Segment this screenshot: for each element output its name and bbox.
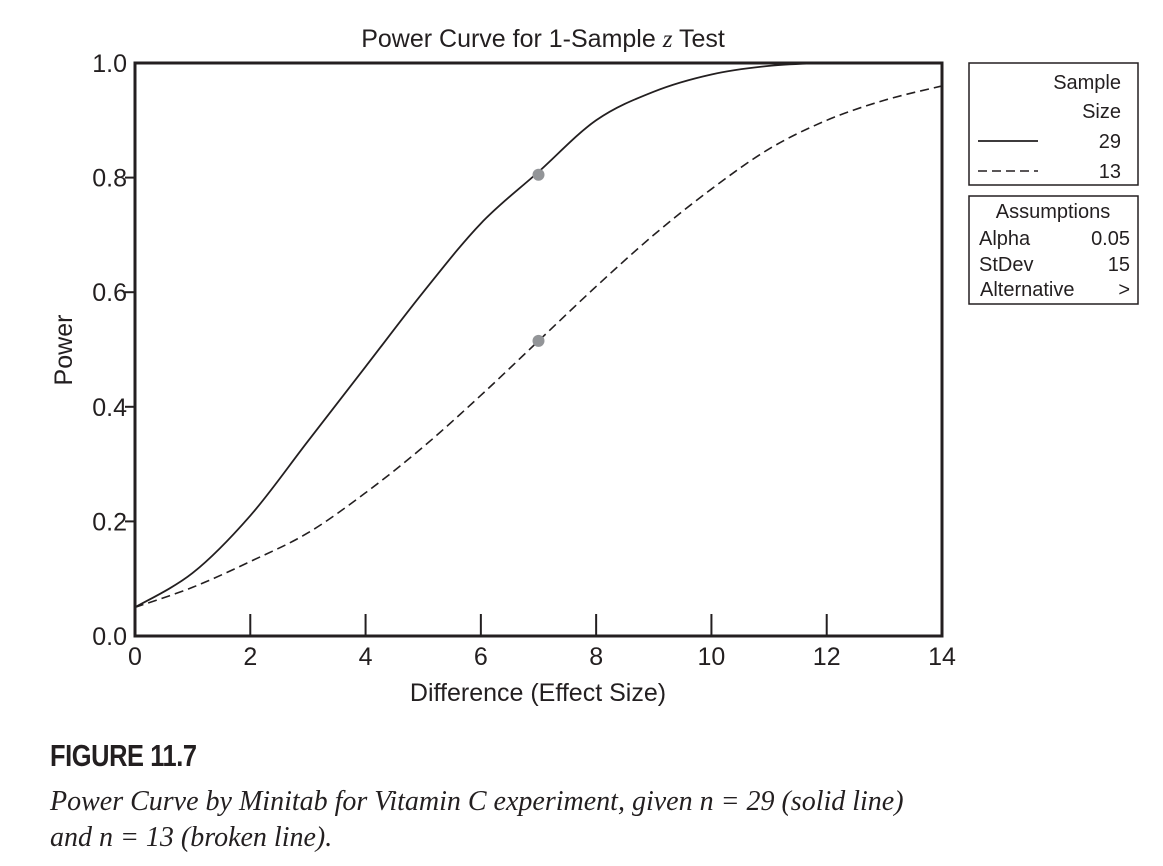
assumption-alpha-value: 0.05 (1091, 228, 1130, 250)
x-tick-label: 2 (243, 643, 257, 671)
legend-label-29: 29 (1099, 131, 1121, 153)
assumptions-box: Assumptions Alpha 0.05 StDev 15 Alternat… (968, 195, 1139, 305)
assumption-stdev-name: StDev (979, 254, 1033, 276)
figure-caption-line-1: Power Curve by Minitab for Vitamin C exp… (50, 786, 904, 817)
x-axis-ticks: 0 2 4 6 8 10 12 14 (128, 614, 956, 671)
chart-title-suffix: Test (672, 25, 724, 53)
figure-caption: Power Curve by Minitab for Vitamin C exp… (50, 784, 1130, 856)
power-marker-point (532, 334, 545, 347)
figure-label: FIGURE 11.7 (50, 738, 197, 773)
legend-box: Sample Size 29 13 (968, 62, 1139, 186)
chart-title-variable: z (662, 26, 673, 53)
y-tick-label: 0.2 (92, 508, 127, 536)
x-tick-label: 12 (813, 643, 841, 671)
x-tick-label: 6 (474, 643, 488, 671)
chart-title-prefix: Power Curve for 1-Sample (361, 25, 663, 53)
assumption-stdev-value: 15 (1108, 254, 1130, 276)
x-tick-label: 4 (359, 643, 373, 671)
assumptions-frame (968, 195, 1139, 305)
y-tick-label: 0.0 (92, 623, 127, 651)
power-curve-chart: Power Curve for 1-Sample z Test 0 2 4 6 8 10 1… (50, 25, 1139, 707)
legend-frame (968, 62, 1139, 186)
y-tick-label: 0.6 (92, 279, 127, 307)
marker-layer (532, 168, 545, 347)
legend-header-line1: Sample (1053, 72, 1121, 94)
y-tick-label: 0.4 (92, 394, 127, 422)
y-axis-ticks: 0.0 0.2 0.4 0.6 0.8 1.0 (92, 50, 135, 651)
series-line-n29 (134, 61, 850, 609)
plot-area-frame (133, 61, 944, 638)
y-axis-label: Power (50, 315, 78, 386)
y-tick-label: 0.8 (92, 165, 127, 193)
x-tick-label: 0 (128, 643, 142, 671)
assumption-alternative-name: Alternative (980, 279, 1075, 301)
x-tick-label: 14 (928, 643, 956, 671)
x-axis-label: Difference (Effect Size) (410, 679, 666, 707)
figure-caption-line-2: and n = 13 (broken line). (50, 822, 333, 853)
power-marker-point (532, 168, 545, 181)
legend-header-line2: Size (1082, 101, 1121, 123)
chart-title: Power Curve for 1-Sample z Test (361, 25, 725, 53)
series-layer (134, 61, 943, 609)
legend-label-13: 13 (1099, 161, 1121, 183)
y-tick-label: 1.0 (92, 50, 127, 78)
assumptions-title: Assumptions (996, 201, 1111, 223)
x-tick-label: 8 (589, 643, 603, 671)
assumption-alpha-name: Alpha (979, 228, 1031, 250)
x-tick-label: 10 (698, 643, 726, 671)
assumption-alternative-value: > (1118, 279, 1130, 301)
